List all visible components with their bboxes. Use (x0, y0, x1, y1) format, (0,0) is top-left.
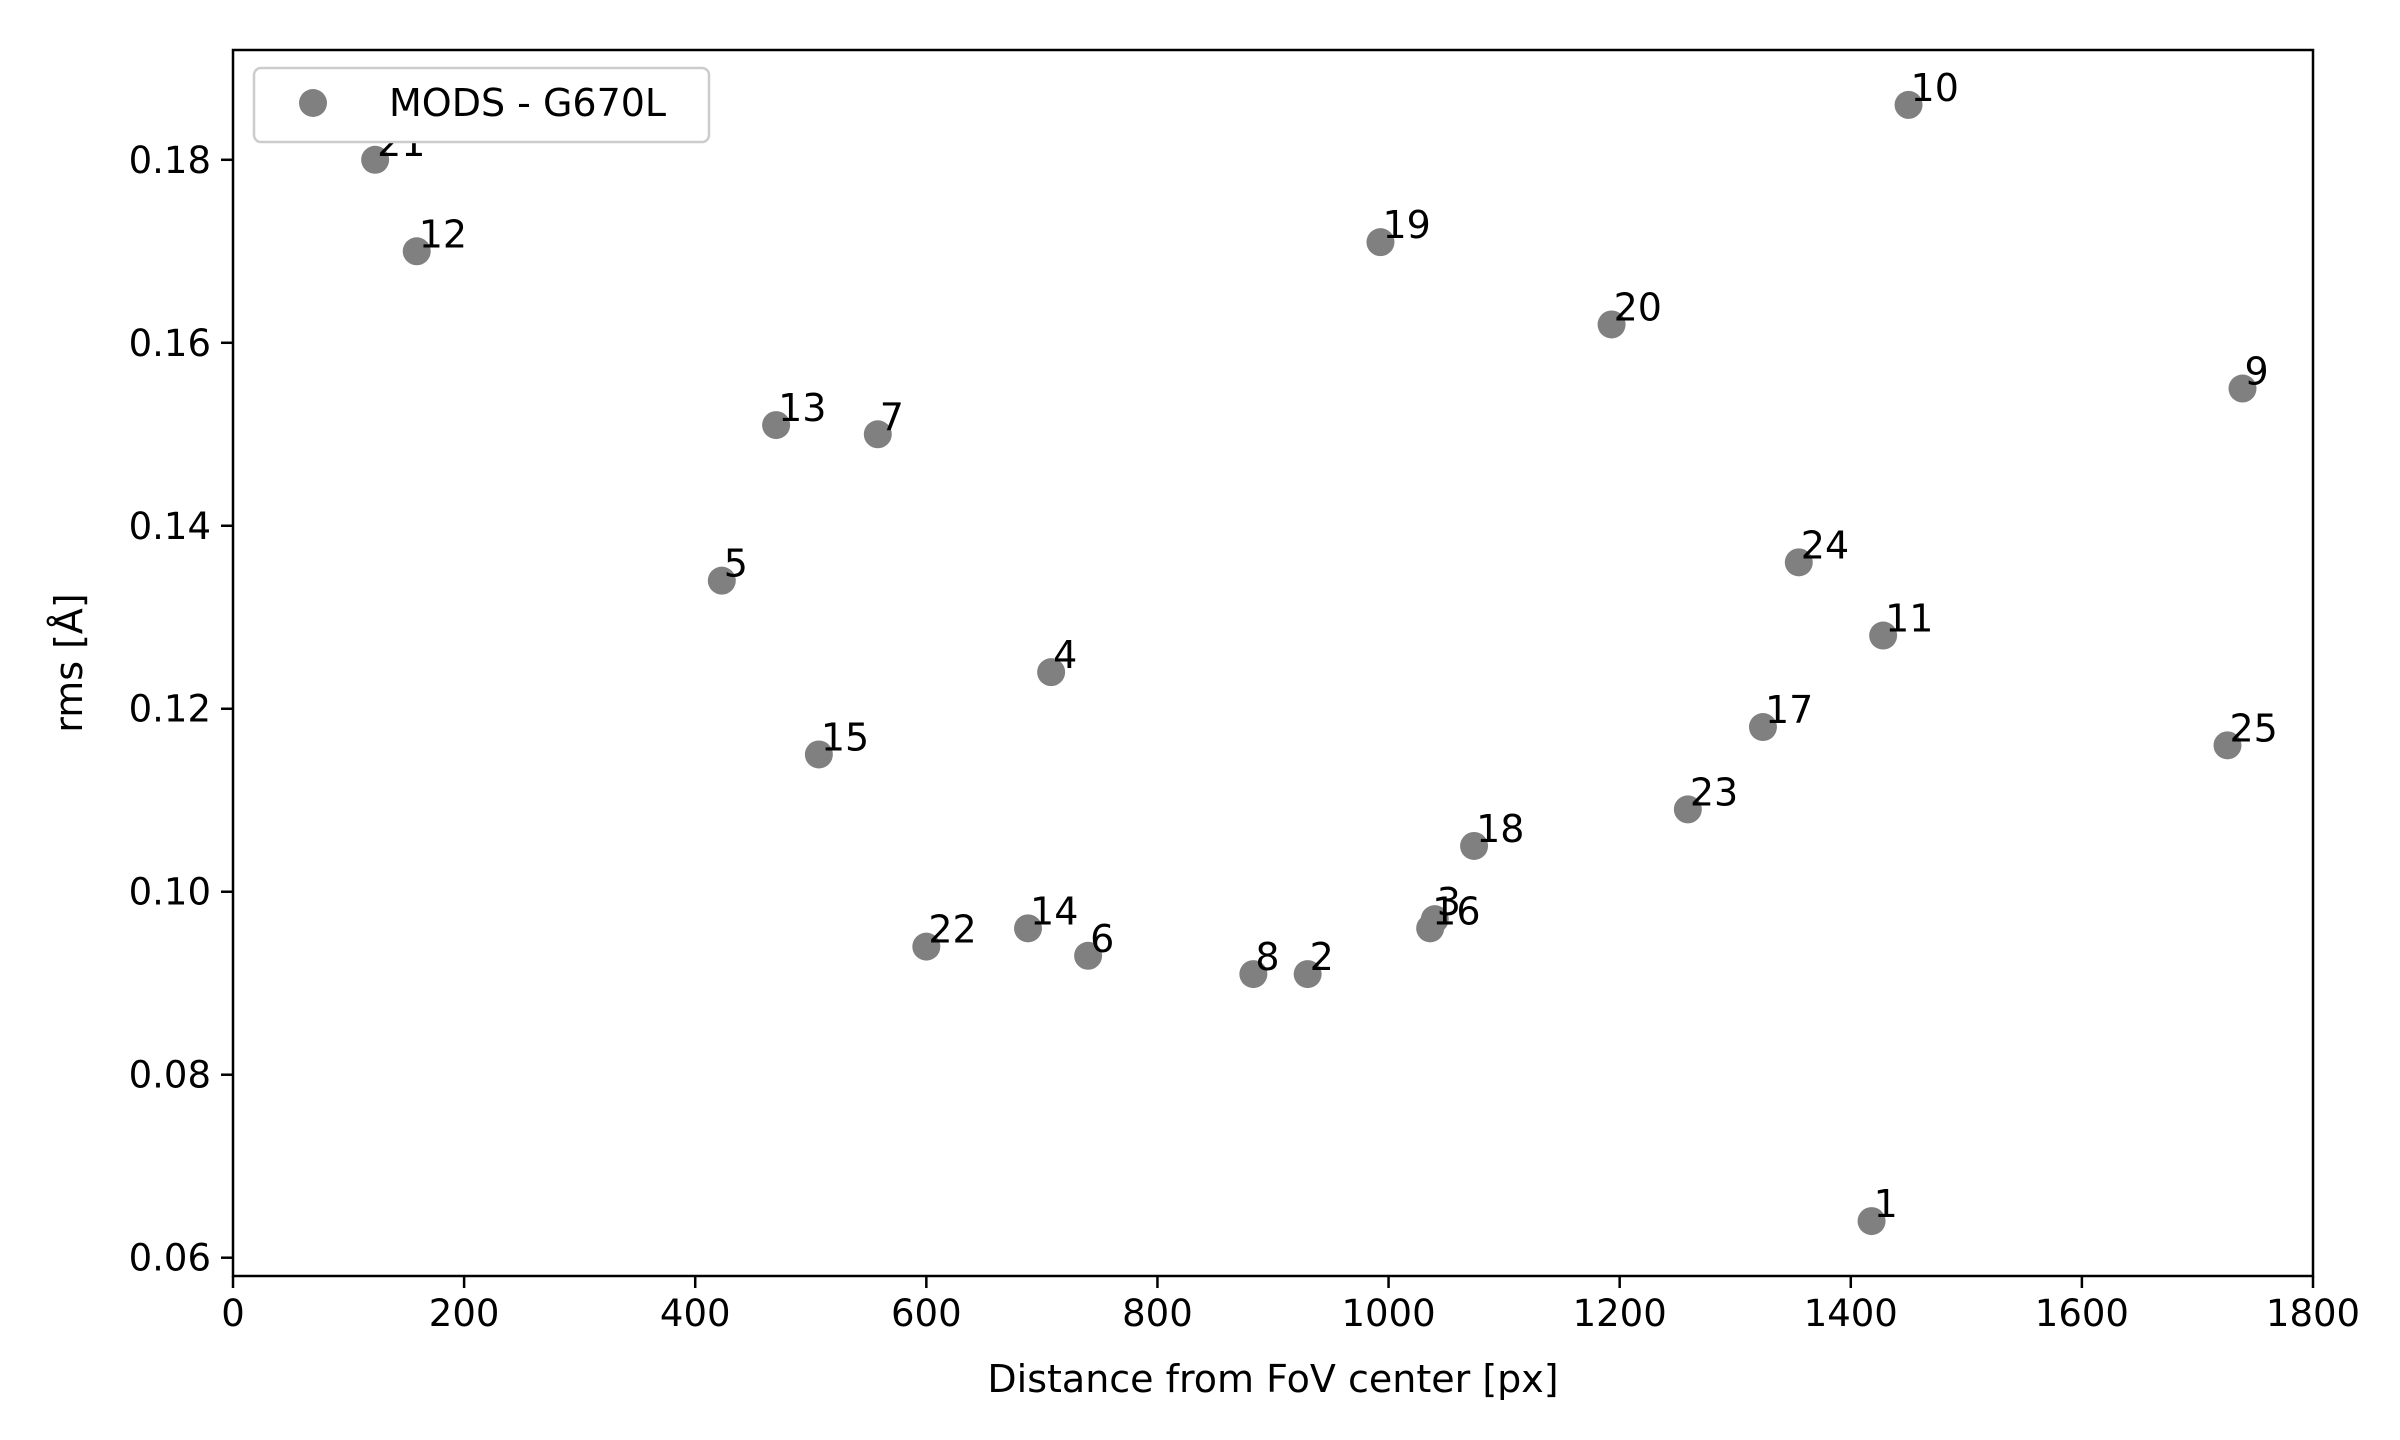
data-point-label: 10 (1911, 66, 1959, 110)
data-point-label: 19 (1382, 203, 1430, 247)
data-point-label: 5 (724, 542, 748, 586)
data-point (863, 420, 892, 449)
data-point-label: 3 (1437, 880, 1461, 924)
data-point-label: 8 (1255, 935, 1279, 979)
data-point (2228, 374, 2257, 403)
y-tick-label: 0.16 (129, 322, 211, 365)
data-point (1366, 228, 1395, 257)
x-tick-label: 1600 (2035, 1292, 2129, 1335)
data-point-label: 6 (1090, 917, 1114, 961)
y-tick-label: 0.14 (129, 505, 211, 548)
data-point-label: 23 (1690, 770, 1738, 814)
data-point-label: 13 (778, 386, 826, 430)
data-point (804, 740, 833, 769)
x-tick-label: 200 (429, 1292, 500, 1335)
data-point (1784, 548, 1813, 577)
data-point-label: 25 (2229, 706, 2277, 750)
data-point-label: 2 (1310, 935, 1334, 979)
y-tick-label: 0.18 (129, 139, 211, 182)
data-point (1416, 914, 1445, 943)
x-tick-label: 800 (1122, 1292, 1193, 1335)
data-point-label: 4 (1053, 633, 1077, 677)
x-axis-label: Distance from FoV center [px] (987, 1357, 1558, 1401)
data-point-label: 24 (1801, 523, 1849, 567)
legend-box (252, 66, 711, 144)
data-point (2213, 731, 2242, 760)
data-point (1869, 621, 1898, 650)
points-layer (361, 90, 2257, 1236)
data-point (1037, 658, 1066, 687)
x-tick-label: 1000 (1341, 1292, 1435, 1335)
data-point-label: 1 (1874, 1182, 1898, 1226)
data-point (1239, 960, 1268, 989)
legend: MODS - G670L (252, 66, 711, 144)
data-point-label: 14 (1030, 889, 1078, 933)
data-point (1857, 1207, 1886, 1236)
data-point (1894, 90, 1923, 119)
data-point-label: 7 (880, 395, 904, 439)
x-tick-label: 1800 (2266, 1292, 2360, 1335)
y-tick-label: 0.08 (129, 1054, 211, 1097)
data-point (1673, 795, 1702, 824)
y-tick-label: 0.06 (129, 1237, 211, 1280)
data-point-label: 22 (928, 908, 976, 952)
data-point (707, 566, 736, 595)
data-point-label: 12 (419, 212, 467, 256)
data-point-label: 9 (2245, 350, 2269, 394)
data-point-label: 17 (1765, 688, 1813, 732)
data-point (1074, 941, 1103, 970)
data-point-label: 15 (821, 715, 869, 759)
y-tick-label: 0.10 (129, 871, 211, 914)
data-point-label: 18 (1476, 807, 1524, 851)
x-tick-label: 400 (660, 1292, 731, 1335)
data-point (1014, 914, 1043, 943)
data-point (361, 145, 390, 174)
data-point (762, 411, 791, 440)
x-tick-label: 1400 (1804, 1292, 1898, 1335)
x-tick-label: 0 (221, 1292, 245, 1335)
data-point (1293, 960, 1322, 989)
data-point (1748, 713, 1777, 742)
data-point (402, 237, 431, 266)
x-tick-label: 1200 (1573, 1292, 1667, 1335)
x-tick-label: 600 (891, 1292, 962, 1335)
data-point (912, 932, 941, 961)
y-axis-label: rms [Å] (47, 593, 91, 733)
y-tick-label: 0.12 (129, 688, 211, 731)
legend-label: MODS - G670L (389, 81, 666, 125)
data-point-label: 11 (1885, 597, 1933, 641)
data-point (1597, 310, 1626, 339)
data-point-label: 20 (1614, 285, 1662, 329)
data-point-label: 16 (1432, 889, 1480, 933)
data-point (1460, 831, 1489, 860)
legend-marker (299, 89, 327, 117)
ticks-layer: 0 200 400 600 800 1000 1200 1400 1600 1800 0.06 0.0… (129, 139, 2360, 1335)
plot-frame (231, 48, 2315, 1278)
